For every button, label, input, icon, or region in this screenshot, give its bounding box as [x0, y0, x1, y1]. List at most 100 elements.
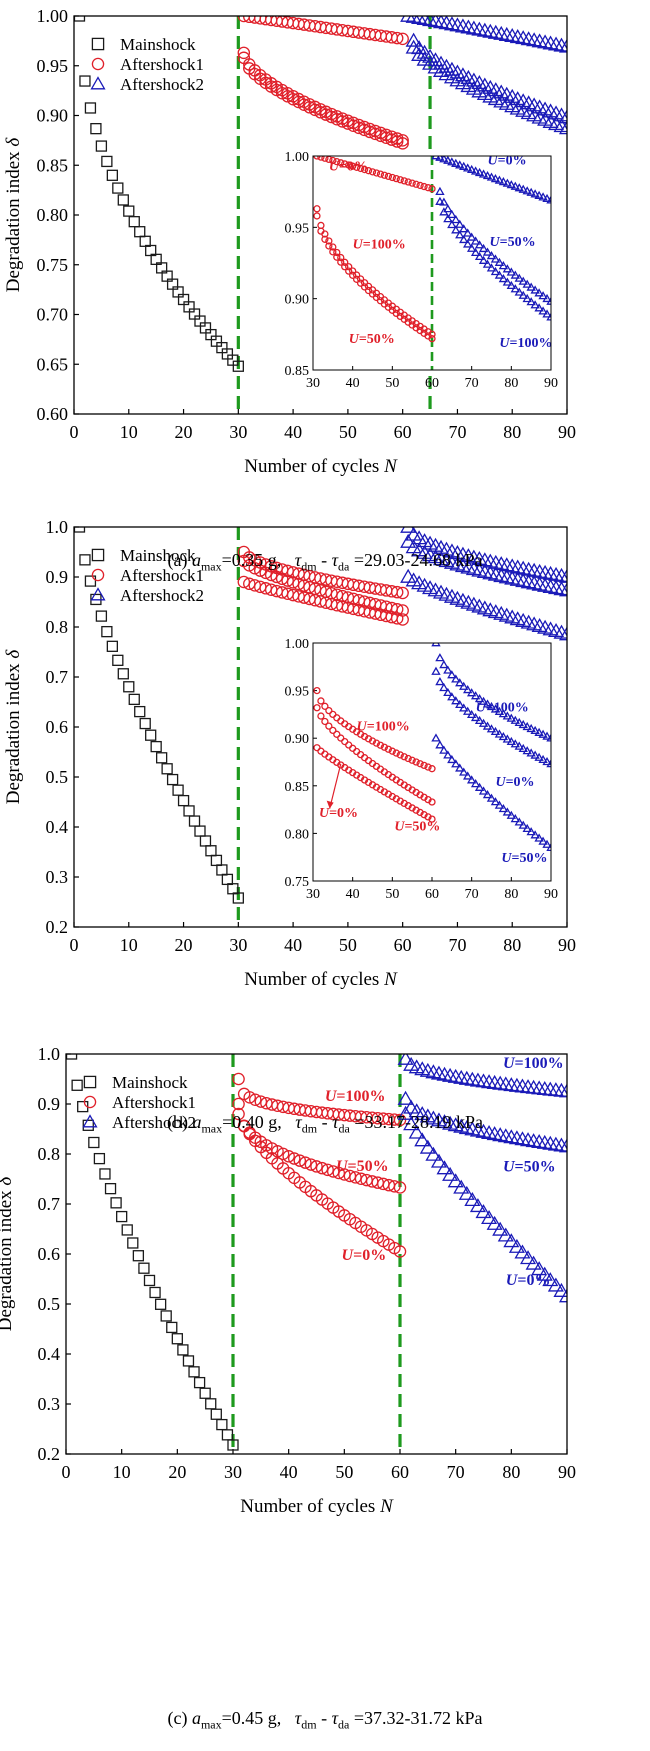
aftershock1-point [347, 119, 360, 133]
inset-aftershock2-point [470, 247, 481, 257]
inset-y-tick-label: 0.90 [285, 732, 310, 747]
inset-u-label-u: U [495, 775, 506, 790]
inset-aftershock2-point [514, 287, 524, 296]
inset-y-tick-label: 0.75 [285, 875, 310, 890]
inset-aftershock2-point [534, 190, 544, 199]
inset-aftershock2-point [498, 177, 509, 186]
mainshock-point [143, 1274, 156, 1287]
aftershock1-point [358, 123, 371, 137]
inset-aftershock1-point [404, 754, 412, 763]
aftershock2-point [531, 576, 548, 591]
aftershock2-point [481, 1209, 498, 1225]
x-axis-label: Number of cycles N [244, 969, 398, 990]
y-tick-label: 0.75 [37, 255, 69, 275]
inset-aftershock2-point [470, 236, 481, 245]
u-label-u: U [503, 1055, 516, 1072]
inset-aftershock1-point [400, 753, 408, 761]
inset-aftershock2-point [451, 759, 461, 768]
inset-aftershock2-point [447, 219, 457, 229]
inset-aftershock2-point [538, 192, 548, 201]
aftershock2-point [411, 16, 428, 24]
aftershock2-point [486, 1215, 503, 1230]
inset-u-label-value: =0% [339, 159, 368, 174]
plot-frame [65, 1053, 568, 1455]
inset-aftershock2-point [455, 160, 465, 169]
inset-aftershock1-point [345, 263, 353, 271]
inset-aftershock1-point [428, 765, 436, 773]
inset-u-label: U=100% [357, 720, 410, 735]
inset-aftershock2-point [474, 240, 485, 249]
inset-aftershock1-point [380, 171, 389, 179]
legend-label: Aftershock1 [120, 566, 204, 585]
mainshock-point [116, 1210, 128, 1223]
inset-aftershock2-point [439, 207, 449, 216]
aftershock2-point [525, 1133, 542, 1148]
inset-arrow-line [329, 763, 342, 809]
inset-u-label: U=0% [488, 154, 527, 169]
inset-u-label: U=0% [495, 775, 534, 790]
inset-aftershock1-point [325, 237, 333, 245]
aftershock2-point [542, 578, 559, 594]
inset-aftershock2-point [463, 228, 473, 237]
inset-aftershock2-point [506, 180, 517, 189]
inset-aftershock2-point [482, 790, 493, 799]
inset-aftershock2-point [546, 312, 551, 321]
inset-aftershock2-point [459, 703, 469, 712]
inset-aftershock2-point [526, 723, 536, 733]
legend-marker [83, 1075, 97, 1089]
inset-aftershock1-point [333, 158, 341, 166]
inset-aftershock2-point [459, 767, 469, 776]
aftershock1-point [286, 576, 300, 589]
mainshock-point [127, 1237, 139, 1249]
u-label: U=100% [325, 1088, 386, 1105]
inset-aftershock1-point [428, 185, 436, 193]
x-tick-label: 20 [175, 422, 193, 442]
aftershock1-point [281, 574, 294, 587]
inset-aftershock2-point [466, 232, 477, 241]
aftershock1-point [308, 103, 322, 117]
mainshock-point [183, 805, 195, 817]
inset-aftershock1-point [325, 242, 333, 250]
inset-aftershock2-point [526, 282, 536, 291]
inset-aftershock2-point [486, 724, 497, 733]
inset-aftershock2-point [470, 712, 481, 722]
inset-u-label-u: U [353, 238, 364, 253]
aftershock2-point [447, 1068, 464, 1083]
aftershock1-point [254, 1095, 268, 1108]
inset-aftershock1-point [360, 165, 369, 174]
inset-aftershock2-point [486, 793, 497, 802]
legend-label: Aftershock2 [120, 75, 204, 94]
mainshock-point [88, 1136, 100, 1149]
inset-aftershock2-point [534, 288, 544, 297]
x-tick-label: 40 [284, 422, 302, 442]
mainshock-point [79, 554, 91, 566]
caption-c-tau-da-sub: da [338, 1717, 350, 1732]
inset-x-tick-label: 60 [425, 376, 439, 391]
mainshock-point [160, 1310, 172, 1322]
aftershock1-point [388, 1180, 401, 1193]
aftershock2-point [427, 16, 444, 28]
inset-aftershock1-point [412, 758, 420, 766]
inset-aftershock2-point [546, 733, 551, 742]
inset-aftershock2-point [435, 196, 445, 205]
inset-aftershock1-point [392, 174, 400, 183]
aftershock1-point [270, 570, 283, 584]
inset-aftershock2-point [538, 291, 548, 300]
u-label: U=0% [342, 1247, 387, 1264]
mainshock-point [221, 873, 234, 886]
inset-aftershock2-point [451, 696, 461, 705]
inset-x-tick-label: 40 [346, 376, 360, 391]
aftershock2-point [508, 1130, 525, 1145]
aftershock2-point [438, 16, 455, 30]
caption-a-tau: τ [294, 550, 302, 570]
inset-aftershock1-point [412, 180, 420, 188]
u-label-u: U [325, 1088, 338, 1105]
mainshock-point [95, 610, 108, 622]
inset-aftershock2-point [482, 721, 493, 730]
inset-aftershock2-point [522, 186, 532, 195]
caption-a-amax-value: =0.35 g, [221, 550, 282, 570]
inset-aftershock2-point [498, 261, 509, 270]
aftershock2-point [537, 34, 554, 49]
